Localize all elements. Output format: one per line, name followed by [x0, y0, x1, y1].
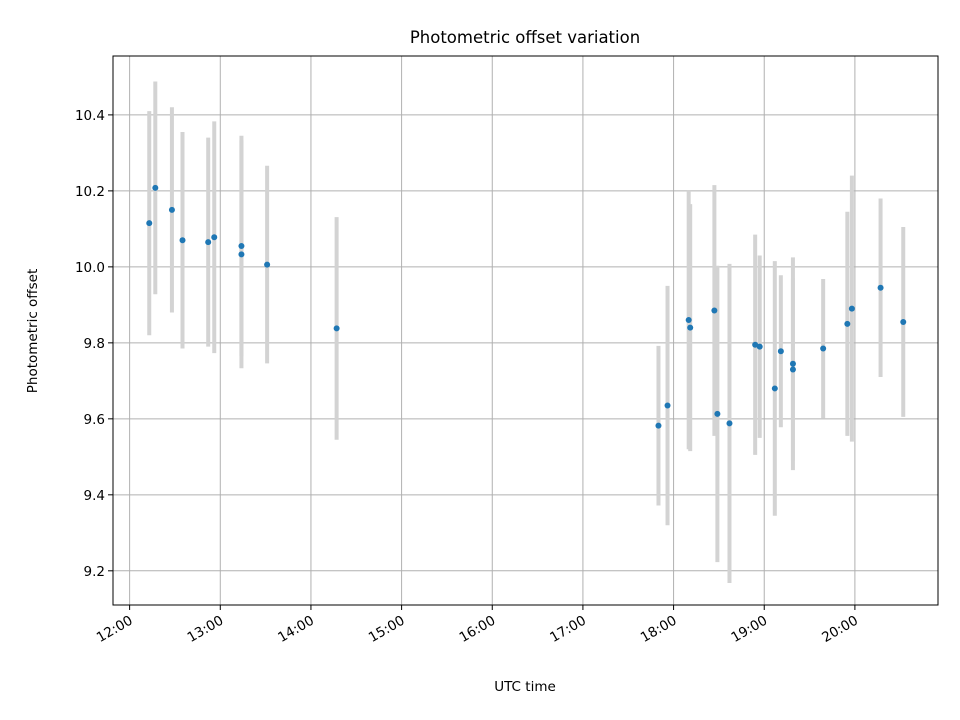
data-point [211, 234, 218, 241]
grid-lines [113, 56, 938, 605]
y-tick-label: 10.4 [75, 108, 105, 124]
y-tick-label: 10.0 [75, 260, 105, 276]
y-tick-label: 10.2 [75, 184, 105, 200]
data-point [752, 341, 759, 348]
data-point [168, 206, 175, 213]
plot-frame [112, 55, 939, 606]
data-point [152, 184, 159, 191]
data-point [777, 348, 784, 355]
data-point [685, 317, 692, 324]
data-point [900, 318, 907, 325]
data-point [687, 324, 694, 331]
data-point [820, 345, 827, 352]
data-point [264, 261, 271, 268]
y-tick-label: 9.2 [84, 564, 105, 580]
data-point [238, 242, 245, 249]
data-point [844, 320, 851, 327]
data-point [789, 360, 796, 367]
data-point [877, 284, 884, 291]
data-point [238, 251, 245, 258]
y-tick-label: 9.4 [84, 488, 105, 504]
data-point [726, 420, 733, 427]
data-point [711, 307, 718, 314]
plot-area [113, 56, 938, 605]
data-point [756, 343, 763, 350]
y-tick-label: 9.6 [84, 412, 105, 428]
data-point [655, 422, 662, 429]
data-point [664, 402, 671, 409]
data-point [205, 239, 212, 246]
y-tick-label: 9.8 [84, 336, 105, 352]
y-axis-label: Photometric offset [25, 269, 41, 393]
data-point [714, 410, 721, 417]
data-points [146, 184, 907, 429]
x-axis-label: UTC time [494, 679, 556, 695]
data-point [146, 220, 153, 227]
data-point [333, 325, 340, 332]
data-point [771, 385, 778, 392]
data-point [848, 305, 855, 312]
data-point [789, 366, 796, 373]
data-point [179, 237, 186, 244]
chart-title: Photometric offset variation [410, 28, 640, 47]
